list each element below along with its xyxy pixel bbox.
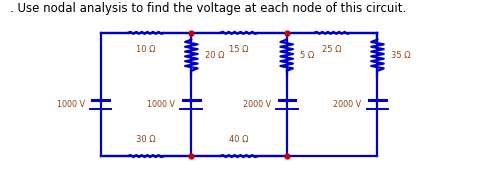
- Text: 5 Ω: 5 Ω: [300, 51, 315, 60]
- Text: 2000 V: 2000 V: [242, 100, 271, 109]
- Text: 30 Ω: 30 Ω: [136, 135, 156, 144]
- Text: 1000 V: 1000 V: [148, 100, 176, 109]
- Text: 20 Ω: 20 Ω: [205, 51, 225, 60]
- Text: 25 Ω: 25 Ω: [322, 45, 342, 54]
- Text: 40 Ω: 40 Ω: [229, 135, 249, 144]
- Text: 15 Ω: 15 Ω: [229, 45, 249, 54]
- Text: . Use nodal analysis to find the voltage at each node of this circuit.: . Use nodal analysis to find the voltage…: [10, 3, 406, 15]
- Text: 1000 V: 1000 V: [57, 100, 85, 109]
- Text: 35 Ω: 35 Ω: [391, 51, 411, 60]
- Text: 10 Ω: 10 Ω: [136, 45, 156, 54]
- Text: 2000 V: 2000 V: [333, 100, 362, 109]
